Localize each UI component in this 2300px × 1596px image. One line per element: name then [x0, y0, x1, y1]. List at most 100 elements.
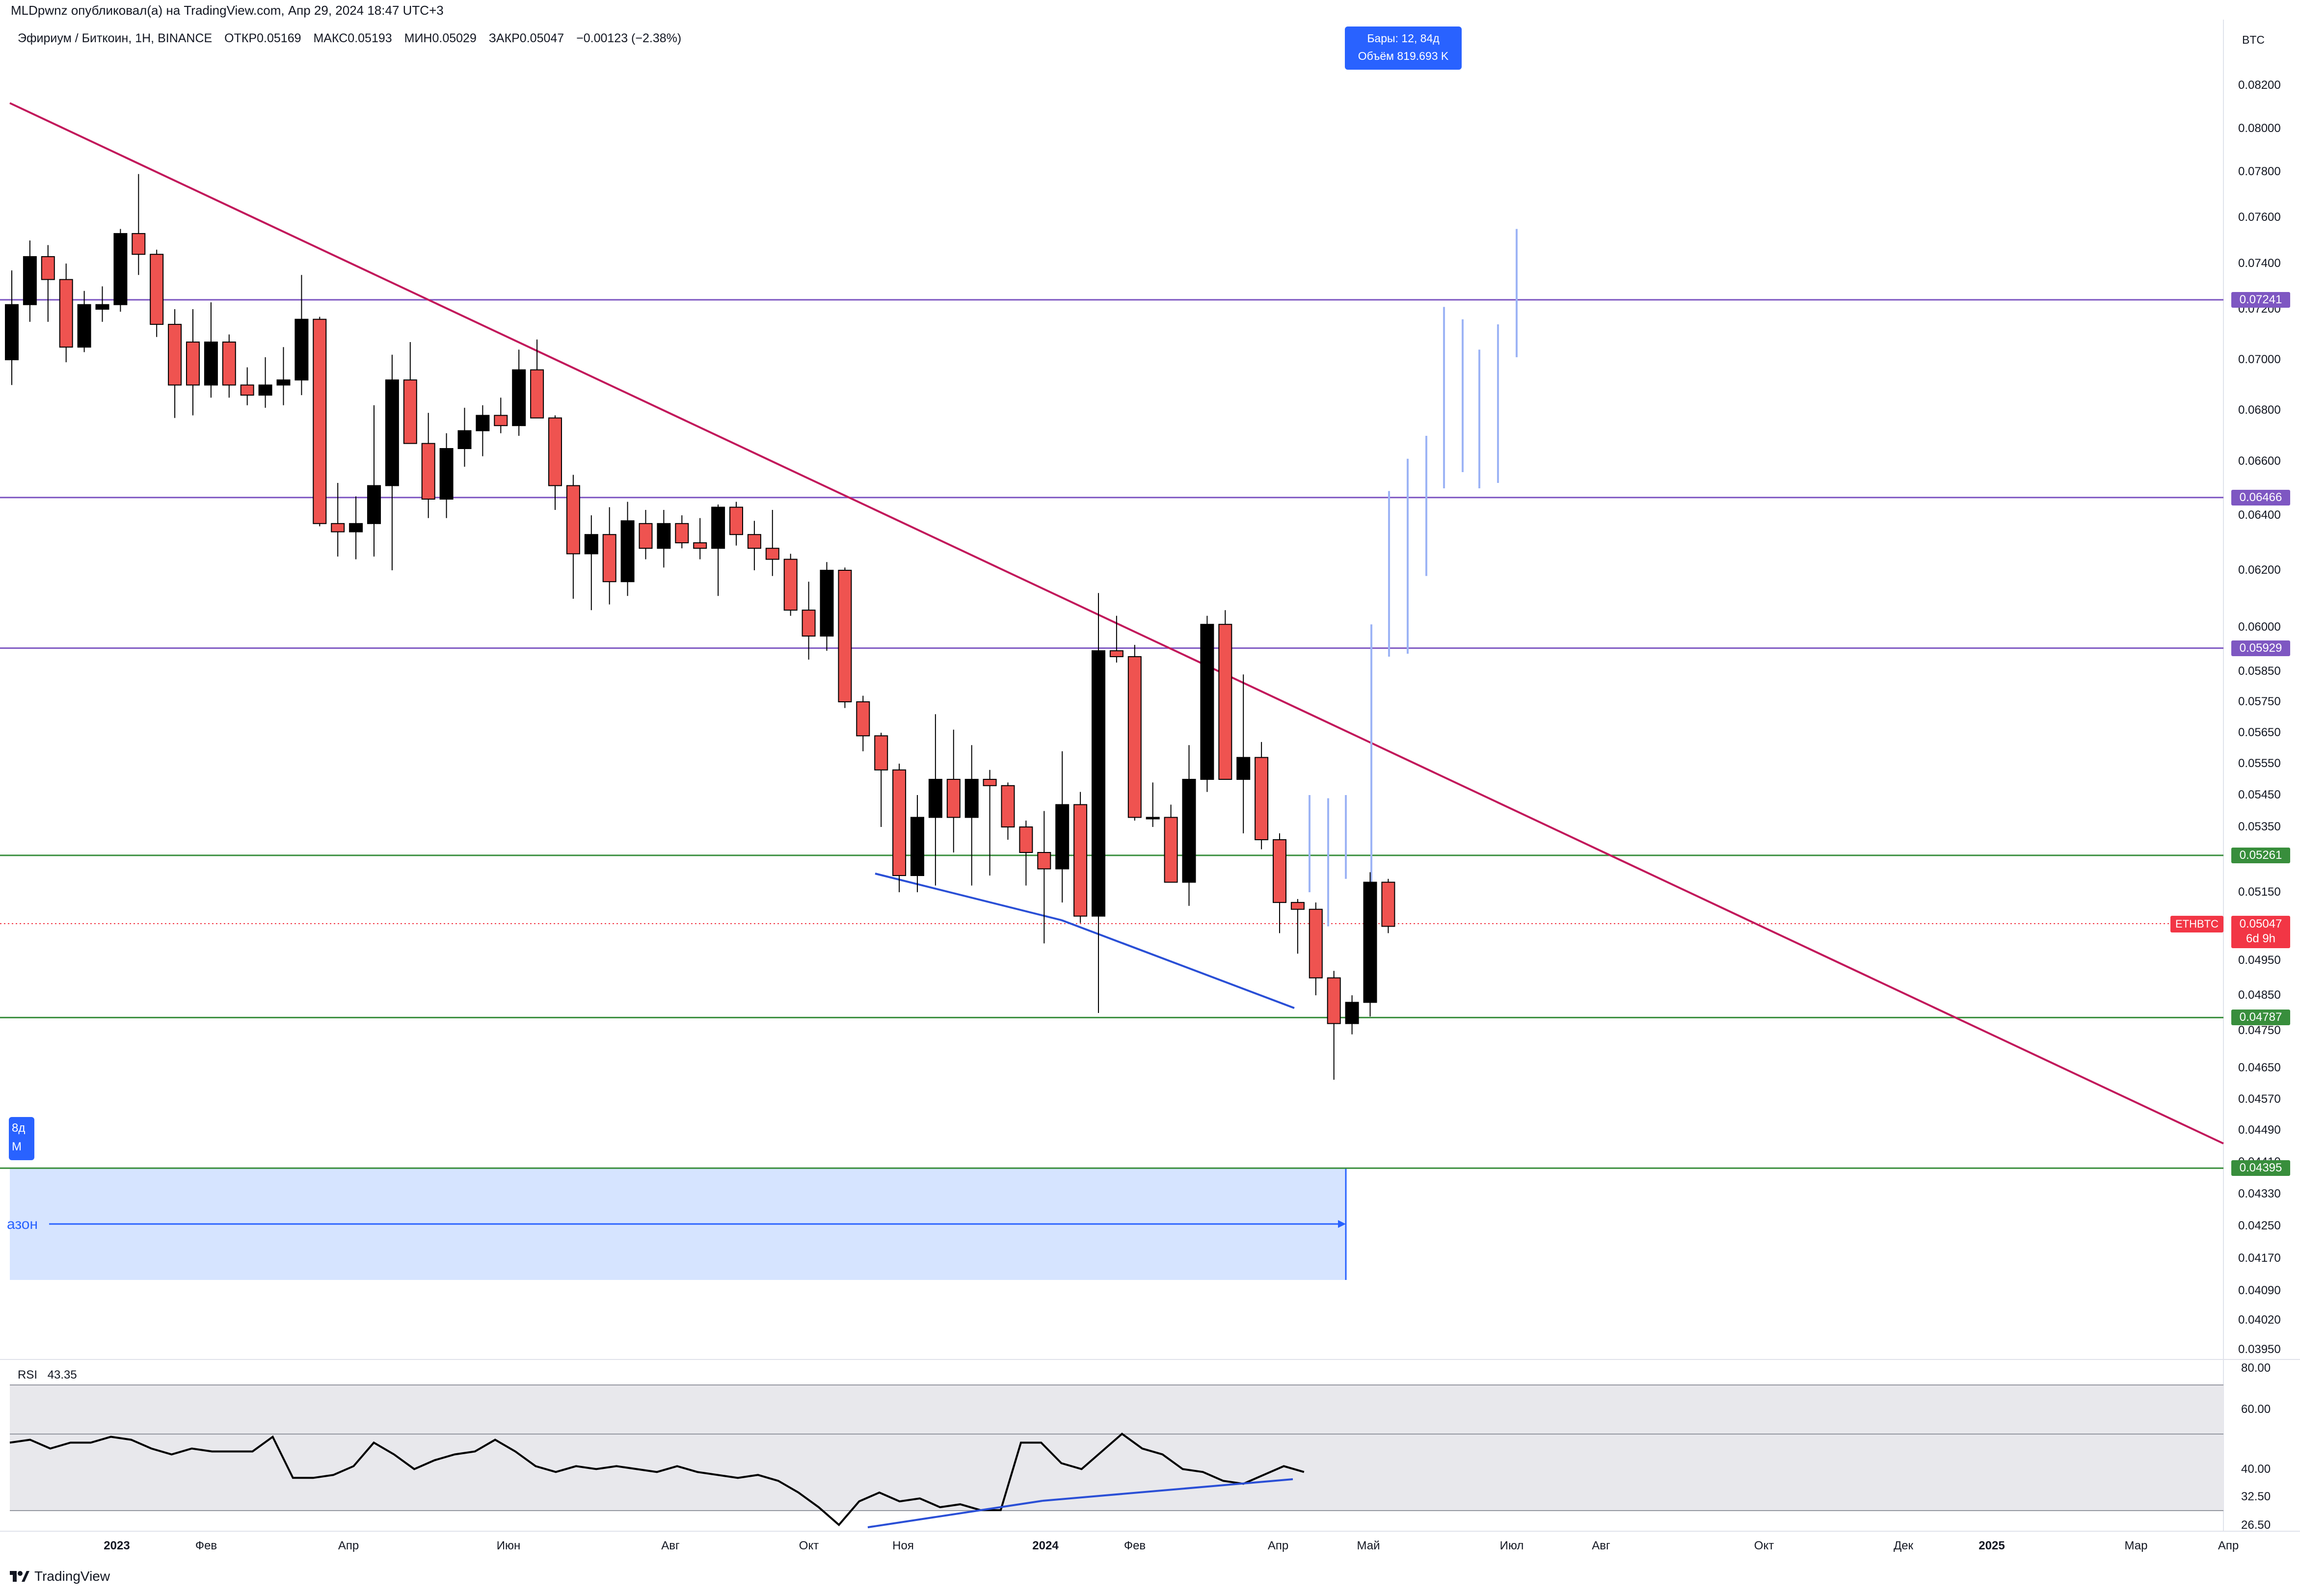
candle[interactable] [95, 286, 109, 322]
candle[interactable] [1146, 782, 1160, 827]
candle[interactable] [367, 405, 381, 557]
candle[interactable] [983, 770, 997, 876]
candle-body [1290, 902, 1305, 910]
candle[interactable] [1236, 674, 1251, 833]
candle[interactable] [711, 505, 725, 596]
rsi-divergence-line-1[interactable] [867, 1500, 1043, 1528]
candle[interactable] [946, 729, 961, 852]
candle[interactable] [530, 339, 544, 419]
candle[interactable] [1073, 792, 1088, 923]
candle[interactable] [802, 582, 816, 660]
candle-body [1073, 804, 1088, 917]
candle[interactable] [838, 567, 852, 708]
candle[interactable] [1092, 593, 1105, 1013]
symbol-price-tag: ETHBTC [2170, 916, 2223, 932]
tradingview-brand[interactable]: TradingView [10, 1569, 110, 1584]
candle[interactable] [41, 245, 55, 322]
rsi-divergence-line-2[interactable] [1042, 1478, 1293, 1502]
candle[interactable] [675, 515, 689, 549]
candle[interactable] [258, 357, 272, 408]
candle[interactable] [1164, 804, 1178, 883]
candle[interactable] [331, 483, 345, 557]
candle[interactable] [59, 264, 73, 363]
candle[interactable] [5, 270, 19, 385]
candle[interactable] [132, 174, 146, 275]
candle[interactable] [1019, 821, 1033, 886]
candle[interactable] [639, 510, 653, 559]
candle[interactable] [457, 407, 472, 467]
candle[interactable] [783, 554, 798, 616]
candle-body [385, 379, 399, 486]
support-line-2[interactable] [1061, 919, 1295, 1009]
candle[interactable] [349, 496, 363, 559]
candle[interactable] [747, 521, 761, 570]
candle[interactable] [1127, 645, 1142, 821]
candle[interactable] [856, 695, 870, 751]
candle-body [1109, 650, 1123, 657]
candle[interactable] [910, 795, 924, 892]
candle[interactable] [222, 334, 236, 398]
candle[interactable] [1200, 615, 1214, 792]
candle[interactable] [1309, 902, 1323, 995]
candle[interactable] [1218, 610, 1232, 780]
candle[interactable] [1037, 811, 1051, 944]
candle[interactable] [1182, 745, 1196, 906]
candle[interactable] [874, 733, 888, 827]
candle[interactable] [23, 240, 37, 322]
candle[interactable] [113, 229, 128, 312]
candle[interactable] [1273, 833, 1286, 933]
candle[interactable] [240, 367, 254, 405]
candle[interactable] [548, 415, 562, 510]
candle-body [240, 384, 254, 396]
candle[interactable] [1381, 878, 1395, 933]
price-tick-label: 0.04020 [2238, 1313, 2281, 1327]
candle[interactable] [476, 405, 490, 456]
candle[interactable] [421, 413, 435, 518]
candle-body [1037, 852, 1051, 870]
candle[interactable] [729, 502, 743, 546]
candle[interactable] [1363, 872, 1377, 1017]
candle[interactable] [964, 745, 979, 886]
candle[interactable] [820, 562, 834, 651]
price-tick-label: 0.07800 [2238, 165, 2281, 178]
price-tick-label: 0.04330 [2238, 1187, 2281, 1200]
candle[interactable] [150, 249, 164, 337]
candle-body [838, 570, 852, 702]
candle[interactable] [168, 309, 182, 418]
candle[interactable] [620, 502, 635, 596]
candle-body [1273, 839, 1286, 903]
candle-body [1092, 650, 1105, 917]
candle[interactable] [439, 433, 454, 518]
candle[interactable] [512, 349, 526, 436]
candle[interactable] [204, 302, 218, 398]
candle[interactable] [693, 518, 707, 559]
candle[interactable] [1290, 899, 1305, 954]
candle[interactable] [602, 507, 616, 605]
candle[interactable] [928, 714, 942, 886]
candle[interactable] [313, 317, 327, 527]
candle[interactable] [566, 475, 580, 599]
candle[interactable] [1001, 782, 1015, 840]
candle[interactable] [1109, 615, 1123, 663]
candle[interactable] [294, 275, 309, 396]
candle[interactable] [403, 342, 417, 444]
candle[interactable] [657, 510, 671, 568]
candle[interactable] [1327, 971, 1341, 1080]
rsi-legend[interactable]: RSI 43.35 [18, 1368, 84, 1382]
candle[interactable] [892, 764, 907, 892]
candle[interactable] [1255, 742, 1269, 850]
candle[interactable] [276, 347, 291, 405]
candle[interactable] [385, 354, 399, 570]
candle[interactable] [1055, 751, 1070, 903]
symbol-legend[interactable]: Эфириум / Биткоин, 1Н, BINANCE ОТКР0.051… [18, 31, 690, 46]
candle[interactable] [1345, 995, 1359, 1035]
time-tick-label: Май [1357, 1539, 1380, 1552]
rsi-line [9, 1433, 1305, 1526]
candle[interactable] [494, 398, 508, 433]
candle[interactable] [765, 510, 779, 576]
candle[interactable] [77, 291, 91, 352]
support-line-1[interactable] [875, 873, 1062, 921]
candle[interactable] [186, 309, 200, 416]
candle[interactable] [584, 515, 598, 611]
